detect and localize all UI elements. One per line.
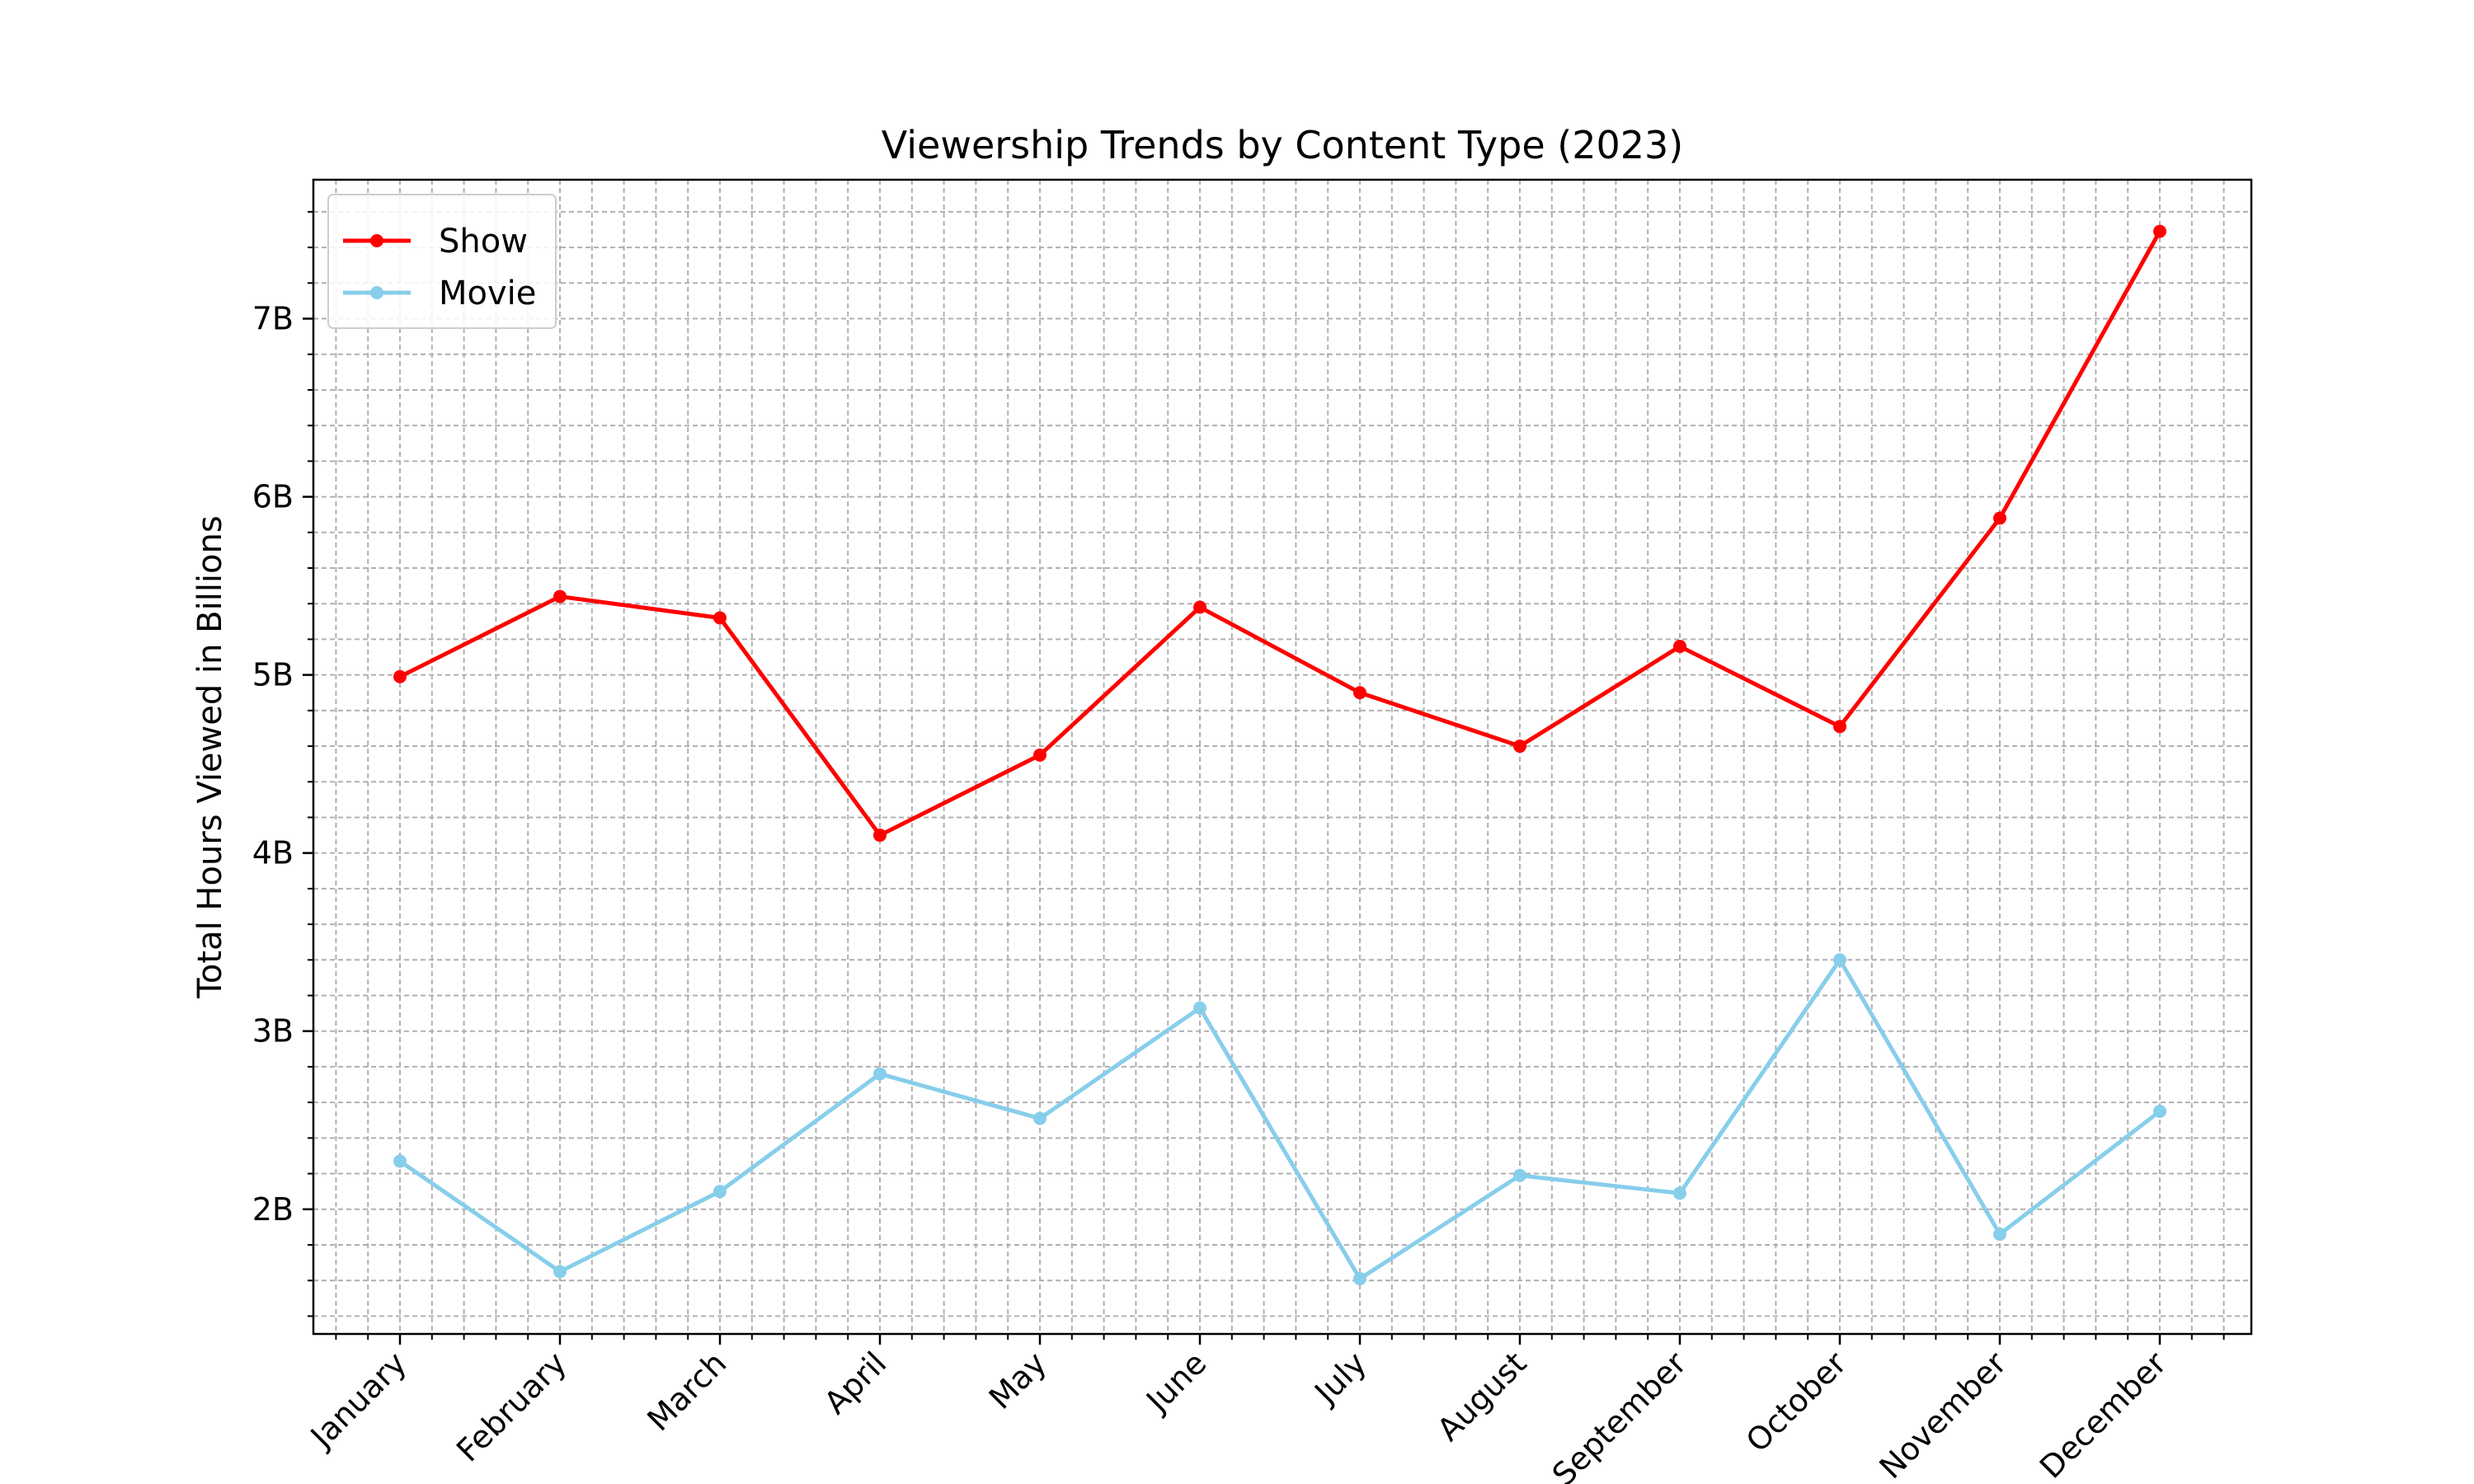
- series-movie: [393, 953, 2166, 1286]
- y-tick-label: 7B: [252, 301, 294, 337]
- data-point: [393, 1154, 407, 1168]
- data-point: [1833, 720, 1846, 734]
- legend-marker: [370, 286, 383, 299]
- plot-frame: [312, 178, 2253, 1336]
- data-point: [1513, 1168, 1526, 1182]
- data-point: [1353, 1272, 1366, 1286]
- data-point: [553, 1265, 567, 1279]
- y-tick-label: 2B: [252, 1191, 294, 1228]
- data-point: [713, 1185, 727, 1199]
- data-point: [1833, 953, 1846, 967]
- chart-title: Viewership Trends by Content Type (2023): [882, 123, 1683, 167]
- data-point: [1353, 686, 1366, 700]
- y-axis-label: Total Hours Viewed in Billions: [191, 515, 229, 998]
- y-tick-label: 6B: [252, 479, 294, 515]
- grid: [313, 180, 2251, 1334]
- data-point: [1033, 1111, 1047, 1125]
- data-point: [553, 589, 567, 603]
- series-layer: [393, 224, 2166, 1286]
- data-point: [873, 829, 887, 843]
- data-point: [1513, 740, 1526, 754]
- data-point: [2153, 224, 2166, 238]
- data-point: [1193, 600, 1206, 614]
- legend-marker: [370, 234, 383, 247]
- data-point: [2153, 1104, 2166, 1118]
- data-point: [1993, 511, 2006, 525]
- legend-label: Show: [439, 223, 528, 261]
- legend-item-movie: Movie: [343, 275, 536, 312]
- y-tick-label: 5B: [252, 657, 294, 693]
- data-point: [873, 1067, 887, 1081]
- series-line-movie: [398, 957, 2161, 1281]
- data-point: [1673, 1186, 1686, 1200]
- y-tick-label: 4B: [252, 835, 294, 871]
- y-tick-label: 3B: [252, 1013, 294, 1050]
- data-point: [1193, 1001, 1206, 1015]
- legend-label: Movie: [439, 275, 536, 312]
- data-point: [393, 669, 407, 683]
- series-show: [393, 224, 2166, 843]
- legend: Show Movie: [327, 194, 557, 329]
- data-point: [713, 611, 727, 625]
- data-point: [1993, 1228, 2006, 1242]
- data-point: [1033, 748, 1047, 762]
- data-point: [1673, 640, 1686, 654]
- series-line-show: [398, 230, 2162, 838]
- legend-item-show: Show: [343, 223, 528, 261]
